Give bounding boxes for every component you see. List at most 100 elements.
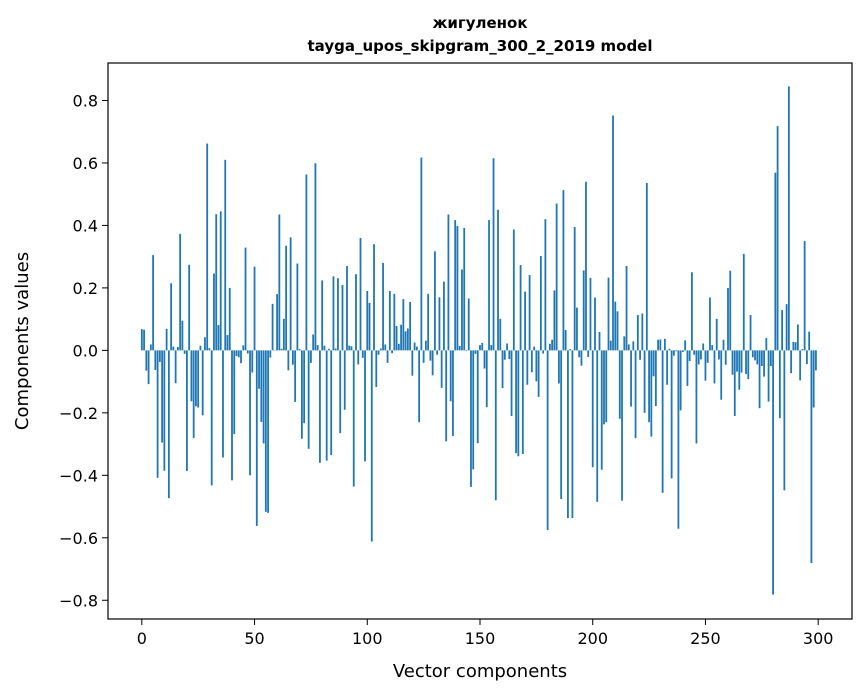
bar [434,251,436,351]
bar [695,350,698,444]
bar [418,350,421,423]
y-tick-label: 0.6 [73,154,98,173]
bar [711,345,714,351]
bar [325,350,328,461]
bar [657,339,660,351]
bar [476,350,479,444]
bar [609,340,612,351]
bar [760,350,763,366]
bar [260,350,263,422]
bar [614,301,617,351]
bar [663,338,666,351]
bar [560,350,563,500]
bar [258,350,260,389]
bar [499,318,502,351]
bar [267,350,269,513]
bar [627,344,630,351]
bar [278,214,281,351]
bar [675,350,678,352]
bar [519,265,522,351]
bar [558,350,560,384]
bar [485,350,488,408]
bar [264,350,267,512]
bar [366,291,369,351]
bar [467,298,470,351]
bar [217,325,220,351]
bar [287,350,290,371]
bar [461,269,463,351]
bar [648,350,650,423]
bar [183,350,186,354]
bar [140,329,143,351]
bar [535,350,538,382]
bar [666,350,669,385]
bar [580,350,583,366]
bar [796,324,799,351]
bar [731,350,734,375]
bar [576,307,578,351]
bar [244,247,247,351]
bar [149,344,152,351]
bar [458,346,461,351]
bar [316,345,319,351]
bar [787,86,790,351]
bar [341,285,344,351]
bar [463,227,466,351]
bar [783,350,786,491]
bar [634,350,637,439]
bar [641,313,644,351]
bar [355,274,357,351]
bar [587,350,590,357]
bar [424,340,427,351]
bar [156,350,159,478]
y-tick-label: 0.4 [73,216,98,235]
bar [206,143,209,351]
bar [497,209,499,351]
bar [630,350,632,407]
bar [623,336,626,351]
bar [799,350,802,381]
bar [548,343,551,351]
bar [154,350,157,371]
bar [693,350,696,355]
bar [598,331,601,351]
bar [727,287,729,351]
bar [810,350,813,564]
bar [143,329,145,351]
bar [650,350,653,437]
bar [555,203,558,351]
bar [582,270,585,351]
bar [682,350,684,352]
bar [573,226,576,351]
bar [319,350,321,463]
bar [481,342,484,351]
bar [616,311,619,351]
bar [747,350,750,380]
x-tick-label: 150 [465,629,496,648]
y-tick-label: 0.8 [73,91,98,110]
bar [515,350,517,454]
x-tick-label: 250 [690,629,721,648]
bar [228,287,231,351]
bar [391,350,393,354]
bar [235,350,238,356]
bar [375,350,378,387]
bar [192,350,195,439]
bar [255,350,258,526]
bar [763,350,765,377]
bar [528,275,531,351]
y-tick-label: 0.2 [73,279,98,298]
y-tick-label: −0.8 [59,591,98,610]
x-axis: 0 50 100 150 200 250 300 [137,619,833,648]
bar [776,126,779,351]
bar [447,214,450,351]
bar [546,350,549,530]
bar [145,350,148,371]
bar [722,339,725,351]
bar [377,350,380,355]
bar [276,294,278,351]
bar [551,339,554,351]
bar [530,350,533,373]
bar [600,350,603,470]
bar [578,350,581,358]
